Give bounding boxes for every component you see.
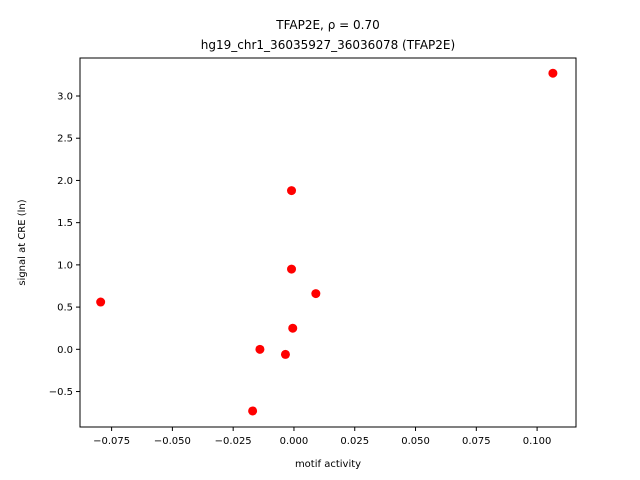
scatter-point	[311, 289, 321, 299]
x-axis-label: motif activity	[295, 459, 361, 470]
chart-title-line2: hg19_chr1_36035927_36036078 (TFAP2E)	[201, 38, 455, 52]
data-points	[96, 68, 558, 416]
y-tick-label: 0.0	[57, 345, 73, 356]
y-tick-label: 1.5	[57, 218, 73, 229]
scatter-point	[96, 297, 106, 307]
x-tick-label: 0.025	[340, 436, 369, 447]
x-axis-ticks: −0.075 −0.050 −0.025 0.000 0.025 0.050 0.075 0.…	[93, 427, 551, 447]
scatter-point	[248, 406, 258, 416]
x-tick-label: −0.075	[93, 436, 130, 447]
scatter-point	[288, 323, 298, 333]
y-tick-label: −0.5	[49, 387, 73, 398]
scatter-point	[255, 344, 265, 354]
scatter-point	[280, 349, 290, 359]
x-tick-label: −0.050	[154, 436, 191, 447]
y-tick-label: 3.0	[57, 91, 73, 102]
scatter-point	[548, 68, 558, 78]
y-tick-label: 0.5	[57, 303, 73, 314]
x-tick-label: 0.075	[462, 436, 491, 447]
x-tick-label: 0.100	[523, 436, 552, 447]
chart-title-line1: TFAP2E, ρ = 0.70	[275, 18, 379, 32]
plot-area-frame	[79, 57, 577, 428]
x-tick-label: −0.025	[215, 436, 252, 447]
y-axis-label: signal at CRE (ln)	[17, 199, 28, 285]
y-axis-ticks: −0.5 0.0 0.5 1.0 1.5 2.0 2.5 3.0	[49, 91, 80, 398]
x-tick-label: 0.000	[280, 436, 309, 447]
y-tick-label: 2.5	[57, 134, 73, 145]
y-tick-label: 2.0	[57, 176, 73, 187]
x-tick-label: 0.050	[401, 436, 430, 447]
scatter-point	[287, 264, 297, 274]
scatter-point	[287, 186, 297, 196]
y-tick-label: 1.0	[57, 260, 73, 271]
